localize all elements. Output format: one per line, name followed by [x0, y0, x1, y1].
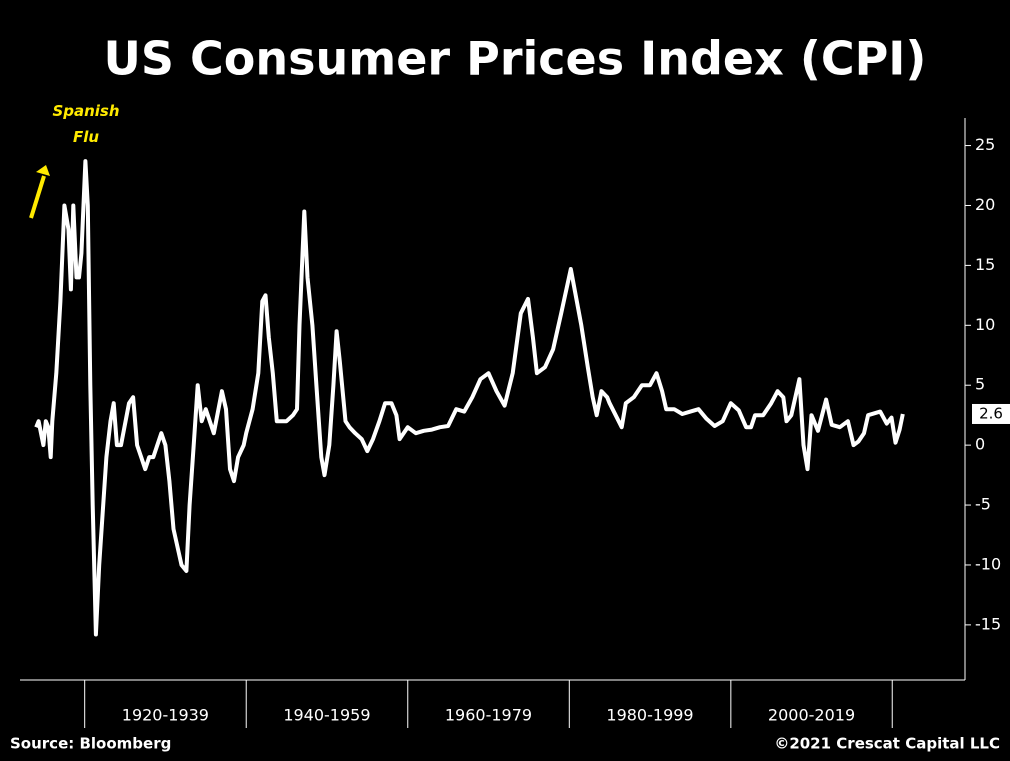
source: Source: Bloomberg	[10, 735, 171, 753]
y-tick-label: 0	[975, 435, 985, 454]
chart-title: US Consumer Prices Index (CPI)	[104, 32, 927, 86]
y-tick-label: 20	[975, 195, 995, 214]
y-tick-label: -5	[975, 495, 991, 514]
y-tick-label: -15	[975, 614, 1001, 633]
x-tick-label: 2000-2019	[768, 706, 855, 725]
x-tick-label: 1960-1979	[445, 706, 532, 725]
y-tick-label: 10	[975, 315, 995, 334]
x-tick-label: 1980-1999	[606, 706, 693, 725]
x-tick-label: 1920-1939	[122, 706, 209, 725]
last-value-box	[972, 403, 1010, 424]
copyright: ©2021 Crescat Capital LLC	[774, 735, 1000, 753]
y-tick-label: 25	[975, 135, 995, 154]
last-value-label: 2.6	[979, 404, 1003, 422]
annotation: Spanish Flu	[52, 102, 119, 146]
annotation-arrowhead	[36, 165, 50, 176]
y-tick-label: 5	[975, 375, 985, 394]
cpi-line	[34, 159, 905, 637]
y-tick-label: 15	[975, 255, 995, 274]
x-tick-label: 1940-1959	[283, 706, 370, 725]
annotation-arrow	[29, 175, 46, 219]
y-tick-label: -10	[975, 554, 1001, 573]
